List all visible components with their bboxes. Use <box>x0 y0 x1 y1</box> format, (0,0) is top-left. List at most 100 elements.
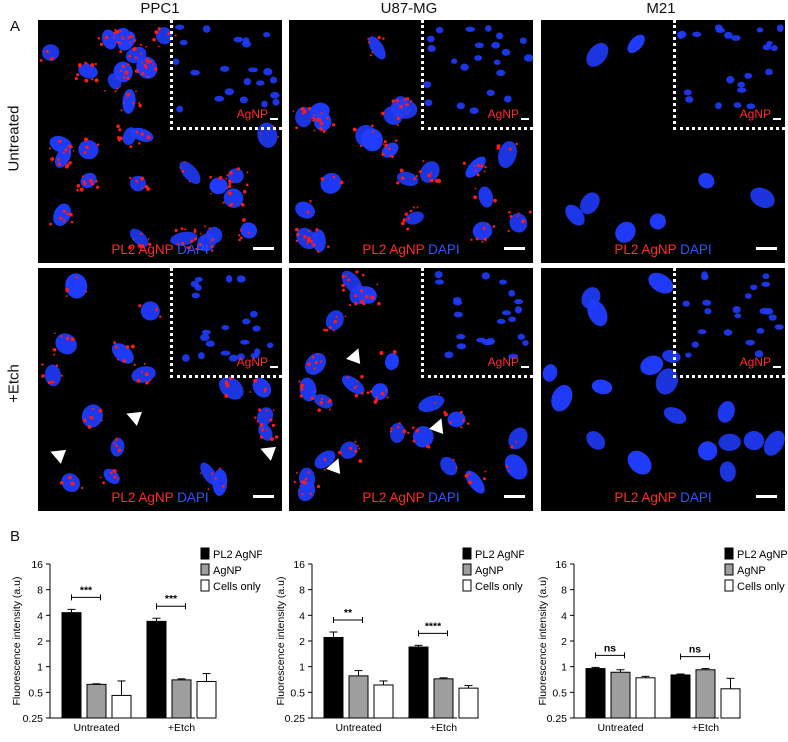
particle <box>153 67 158 71</box>
particle <box>399 168 404 173</box>
particle <box>102 481 105 485</box>
particle <box>188 180 191 183</box>
particle <box>82 175 85 178</box>
legend-swatch <box>724 579 734 592</box>
particle <box>303 109 307 114</box>
particle <box>79 187 84 192</box>
particle <box>304 477 308 481</box>
particle <box>184 228 187 231</box>
particle <box>149 60 153 64</box>
particle <box>359 289 364 293</box>
legend-swatch <box>200 547 210 560</box>
particle <box>375 396 378 399</box>
particle <box>97 37 101 40</box>
particle <box>482 226 486 230</box>
particle <box>317 353 319 356</box>
particle <box>179 166 182 169</box>
particle <box>118 128 122 132</box>
nucleus <box>627 34 645 54</box>
particle <box>396 98 400 102</box>
y-tick-label: 16 <box>293 559 305 571</box>
inset-nucleus <box>485 25 492 32</box>
row-title-untreated: Untreated <box>5 105 23 172</box>
particle <box>325 328 329 332</box>
particle <box>407 217 410 220</box>
particle <box>402 429 407 434</box>
inset-agnp: AgNP <box>421 268 533 378</box>
nucleus <box>750 187 775 209</box>
inset-nucleus <box>496 69 506 77</box>
y-tick-label: 0.5 <box>552 687 567 699</box>
particle <box>52 347 57 352</box>
particle <box>364 294 369 299</box>
legend-label: PL2 AgNP <box>475 549 524 561</box>
particle <box>125 96 128 99</box>
nucleus <box>384 352 400 371</box>
legend-swatch <box>462 579 472 592</box>
particle <box>119 50 123 54</box>
nucleus <box>78 140 99 160</box>
particle <box>143 63 147 68</box>
scale-bar <box>253 247 274 250</box>
particle <box>415 175 418 178</box>
inset-nucleus <box>228 354 239 362</box>
particle <box>407 431 410 435</box>
particle <box>508 210 511 214</box>
particle <box>320 112 323 115</box>
particle <box>138 304 142 308</box>
particle <box>253 378 258 383</box>
legend-label: PL2 AgNP <box>213 549 262 561</box>
particle <box>332 175 336 179</box>
inset-nucleus <box>444 351 454 359</box>
particle <box>41 374 45 378</box>
particle <box>249 391 252 393</box>
particle <box>300 107 305 111</box>
particle <box>236 167 241 171</box>
particle <box>392 349 397 354</box>
inset-nucleus <box>754 350 764 358</box>
particle <box>309 492 312 495</box>
arrowhead <box>50 449 66 464</box>
particle <box>229 171 233 175</box>
stain-legend: PL2 AgNP DAPI <box>111 242 208 257</box>
bar <box>86 683 107 719</box>
particle <box>388 147 391 150</box>
column-title-ppc1: PPC1 <box>140 0 180 17</box>
particle <box>240 202 245 207</box>
nucleus <box>508 427 528 450</box>
particle <box>196 247 199 250</box>
particle <box>272 125 275 128</box>
inset-nucleus <box>508 289 516 297</box>
particle <box>140 132 144 136</box>
particle <box>140 187 143 190</box>
particle <box>48 147 52 150</box>
particle <box>128 55 132 58</box>
particle <box>104 35 109 40</box>
particle <box>469 481 473 484</box>
nucleus <box>296 227 318 250</box>
stain-red-label: PL2 AgNP <box>111 242 174 257</box>
particle <box>95 185 100 189</box>
nucleus <box>140 301 160 321</box>
particle <box>242 218 246 222</box>
particle <box>121 64 126 69</box>
particle <box>51 380 55 384</box>
arrowhead <box>326 458 341 474</box>
nucleus <box>649 213 666 230</box>
particle <box>115 469 118 472</box>
inset-nucleus <box>219 65 230 72</box>
particle <box>359 144 363 148</box>
y-tick-label: 2 <box>37 636 43 648</box>
y-tick-label: 1 <box>299 662 305 674</box>
particle <box>146 135 151 140</box>
particle <box>157 27 161 31</box>
legend-swatch <box>724 563 734 576</box>
particle <box>413 177 416 181</box>
inset-scale-bar <box>773 366 781 368</box>
particle <box>319 360 323 363</box>
particle <box>399 104 403 109</box>
particle <box>341 283 345 288</box>
particle <box>116 87 119 90</box>
nucleus <box>447 411 466 428</box>
particle <box>508 469 510 472</box>
